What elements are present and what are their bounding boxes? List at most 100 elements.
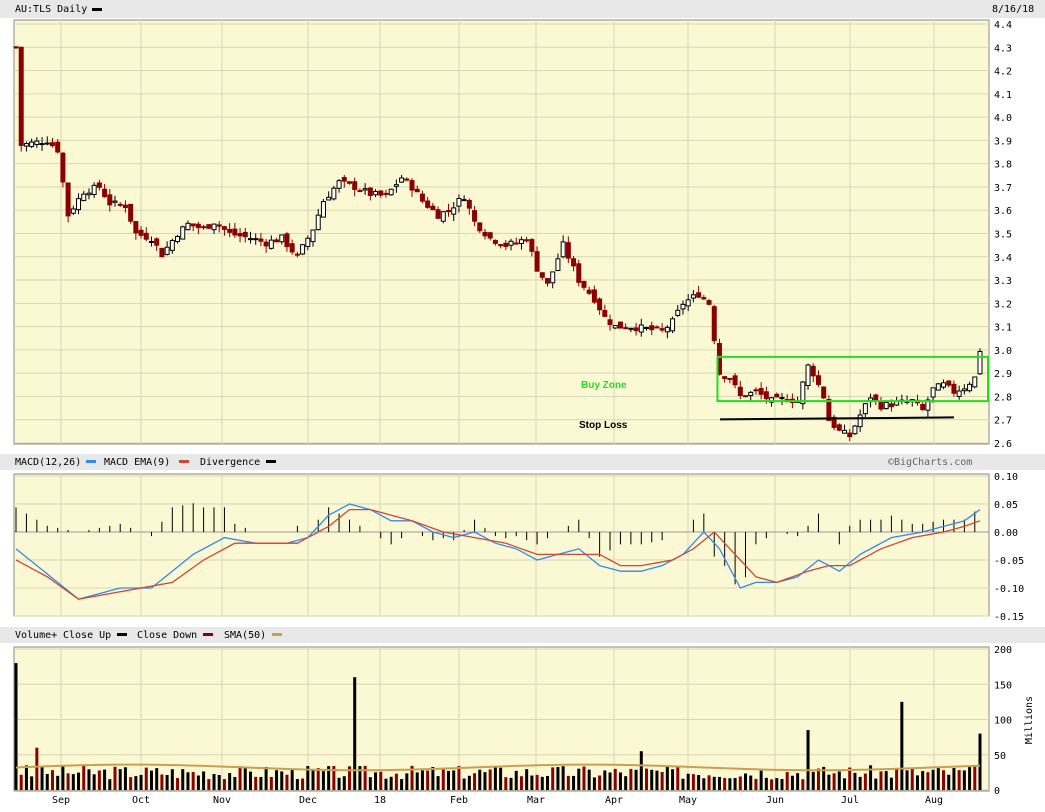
ema-legend-label: MACD EMA(9) [104,457,170,468]
volume-bar [160,774,164,790]
candle-body [378,190,384,196]
price-tick-label: 2.6 [994,439,1012,450]
volume-bar [311,769,315,790]
volume-bar [254,776,258,790]
macd-line [15,503,981,600]
candle-body [70,208,76,214]
volume-bar [129,777,133,790]
volume-bar [394,773,398,790]
x-tick-label: Sep [52,795,70,806]
volume-bar [598,775,602,790]
volume-bar [202,771,206,790]
volume-bar [832,773,836,790]
candle-body [888,403,894,408]
volume-bar [889,777,893,790]
volume-bar [952,768,956,790]
candle-body [284,233,290,248]
price-tick-label: 3.2 [994,299,1012,310]
candle-body [206,224,212,229]
volume-bar [780,779,784,790]
volume-bar [811,771,815,790]
candle-body [373,190,379,196]
candle-body [320,201,326,218]
close-down-legend-swatch [203,633,213,636]
candle-body [758,388,764,395]
x-tick-label: Apr [605,795,623,806]
price-tick-label: 2.8 [994,392,1012,403]
candle-body [565,242,571,259]
sma-legend-swatch [272,633,282,636]
candle-body [13,46,19,49]
volume-tick-label: 150 [994,680,1012,691]
candle-body [935,383,941,391]
candle-body [23,142,29,147]
candle-body [612,325,618,329]
candle-body [148,240,154,243]
volume-bar [337,777,341,790]
volume-bar [196,775,200,790]
volume-bar [212,774,216,790]
volume-bar [665,765,669,790]
candle-body [279,234,285,243]
volume-bar [123,767,127,790]
candle-body [221,226,227,230]
volume-bar [525,769,529,790]
candle-body [133,221,139,234]
candle-body [76,198,82,211]
volume-bar [681,778,685,790]
candle-body [180,226,186,240]
volume-bar [264,766,268,790]
volume-grid [14,647,989,791]
x-tick-label: May [679,795,697,806]
candle-body [274,239,280,243]
volume-bar [321,771,325,790]
price-tick-label: 3.6 [994,206,1012,217]
candle-body [748,391,754,397]
candle-body [201,226,207,229]
candle-body [524,239,530,242]
volume-bar [170,769,174,790]
candle-body [534,251,540,272]
volume-bar [717,776,721,790]
volume-bar [947,774,951,790]
volume-bar [744,773,748,790]
macd-tick-label: -0.05 [994,556,1024,567]
price-grid [14,20,989,444]
close-down-legend-label: Close Down [137,630,197,641]
volume-bar [770,779,774,790]
candle-body [326,196,332,201]
candle-body [545,278,551,284]
x-tick-label: Nov [213,795,231,806]
volume-bar [61,765,65,790]
candle-body [581,280,587,288]
candle-body [472,210,478,222]
candle-body [779,397,785,400]
candle-body [300,244,306,255]
candle-body [154,238,160,246]
candle-body [878,400,884,410]
volume-bar [379,771,383,790]
candle-body [247,238,253,241]
price-tick-label: 3.8 [994,160,1012,171]
candle-body [821,386,827,399]
volume-bar [915,775,919,790]
divergence-legend-swatch [266,460,276,463]
volume-bar [968,766,972,790]
candle-body [800,381,806,405]
candle-body [842,429,848,434]
candle-body [805,364,811,386]
candle-body [44,142,50,145]
candle-body [586,289,592,294]
macd-ema-line [15,508,981,600]
volume-bar [566,775,570,790]
volume-bar [519,776,523,790]
volume-bar [92,774,96,790]
volume-bar [645,768,649,790]
volume-bar [14,663,18,790]
candle-body [107,194,113,206]
x-tick-label: Aug [925,795,943,806]
volume-bar [316,768,320,790]
candle-body [977,350,983,375]
volume-y-axis: 200 150 100 50 0 [994,645,1012,797]
